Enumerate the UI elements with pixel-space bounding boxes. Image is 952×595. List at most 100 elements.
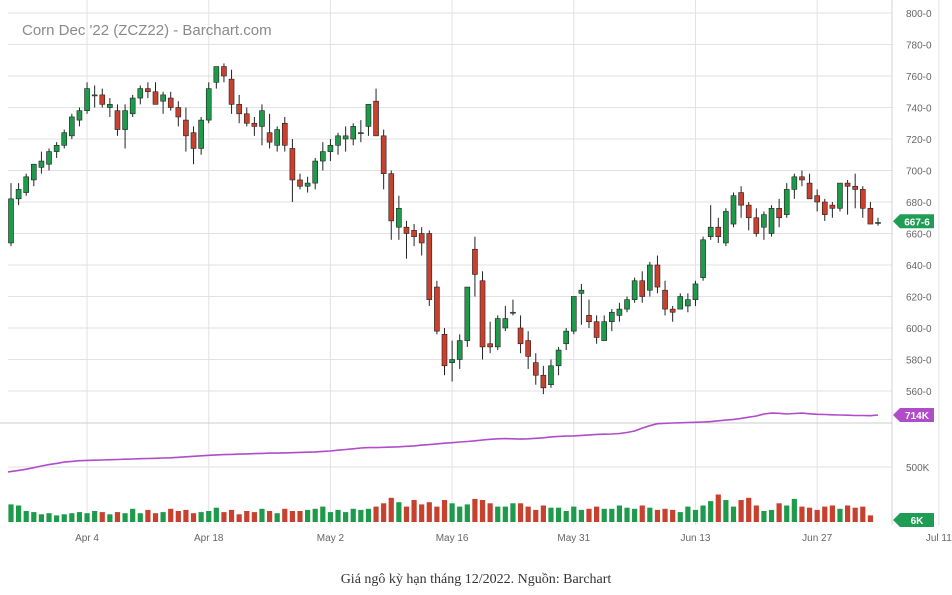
volume-bar bbox=[99, 512, 105, 522]
candle-body bbox=[540, 374, 547, 389]
date-tick-label: May 2 bbox=[317, 533, 345, 544]
volume-bar bbox=[822, 506, 828, 522]
candlestick-series bbox=[8, 63, 881, 395]
volume-bar bbox=[183, 509, 189, 522]
candle-body bbox=[487, 343, 493, 348]
volume-bar bbox=[297, 511, 303, 522]
volume-bar bbox=[441, 500, 448, 522]
candle-body bbox=[84, 88, 90, 111]
volume-bar bbox=[228, 509, 235, 522]
volume-bar bbox=[616, 505, 623, 522]
volume-bar bbox=[715, 494, 721, 522]
candle-body bbox=[563, 330, 569, 345]
candle-body bbox=[662, 289, 668, 310]
candle-body bbox=[31, 163, 37, 181]
candle-body bbox=[213, 66, 220, 83]
volume-bar bbox=[266, 511, 273, 522]
candle-body bbox=[243, 113, 250, 124]
candle-body bbox=[342, 135, 349, 140]
candle-body bbox=[745, 204, 752, 219]
average-volume-tag: 714K bbox=[893, 408, 934, 422]
volume-bar bbox=[799, 506, 805, 522]
volume-bar bbox=[236, 514, 242, 522]
volume-bar bbox=[844, 505, 851, 522]
date-tick-label: Apr 4 bbox=[75, 533, 99, 544]
price-tick-label: 560-0 bbox=[906, 387, 932, 398]
average-volume-tag-text: 714K bbox=[905, 411, 930, 422]
volume-bar bbox=[198, 512, 204, 522]
candle-body bbox=[175, 107, 182, 118]
volume-bar bbox=[289, 511, 295, 522]
volume-bar bbox=[122, 513, 128, 522]
volume-bar bbox=[829, 505, 835, 522]
candle-body bbox=[692, 283, 699, 300]
candle-body bbox=[867, 208, 874, 225]
volume-bar bbox=[495, 506, 501, 522]
volume-bar bbox=[327, 512, 334, 522]
candle-body bbox=[312, 160, 319, 184]
candle-body bbox=[380, 135, 387, 174]
volume-bar bbox=[761, 511, 767, 522]
candle-body bbox=[388, 173, 395, 222]
volume-bar bbox=[639, 505, 645, 522]
candle-body bbox=[707, 226, 714, 237]
candle-body bbox=[304, 182, 311, 187]
volume-bar bbox=[578, 509, 584, 522]
candle-body bbox=[548, 365, 554, 385]
price-tick-label: 740-0 bbox=[906, 104, 932, 115]
volume-bar bbox=[753, 505, 759, 522]
volume-bar bbox=[259, 508, 265, 522]
volume-bar bbox=[61, 514, 67, 522]
volume-bar bbox=[594, 506, 600, 522]
volume-bar bbox=[152, 513, 159, 522]
candle-body bbox=[821, 201, 828, 215]
candle-body bbox=[783, 189, 790, 215]
volume-bar bbox=[768, 509, 775, 522]
volume-bar bbox=[723, 500, 729, 522]
volume-bar bbox=[814, 509, 820, 522]
volume-axis: 500K bbox=[906, 463, 930, 474]
volume-bar bbox=[601, 508, 607, 522]
volume-bar bbox=[31, 512, 37, 522]
candle-body bbox=[327, 145, 334, 152]
volume-bar bbox=[419, 504, 425, 522]
volume-bar bbox=[555, 507, 562, 522]
volume-bar bbox=[206, 511, 212, 522]
price-tick-label: 720-0 bbox=[906, 135, 932, 146]
candle-body bbox=[464, 286, 471, 341]
figure-caption: Giá ngô kỳ hạn tháng 12/2022. Nguồn: Bar… bbox=[340, 572, 612, 587]
last-volume-tag: 6K bbox=[893, 513, 934, 527]
last-price-tag: 667-6 bbox=[893, 214, 934, 229]
volume-bar bbox=[54, 515, 60, 522]
candle-body bbox=[274, 129, 280, 146]
date-axis: Apr 4 Apr 18 May 2 May 16 May 31 Jun 13 Jun 27… bbox=[75, 533, 952, 544]
candle-body bbox=[358, 132, 364, 134]
date-tick-label: Jun 13 bbox=[680, 533, 710, 544]
volume-bar bbox=[160, 512, 166, 522]
candle-body bbox=[844, 182, 851, 187]
volume-bar bbox=[69, 513, 75, 522]
volume-bar bbox=[76, 512, 83, 522]
volume-bar bbox=[692, 509, 699, 522]
candle-body bbox=[350, 126, 357, 140]
volume-average-series bbox=[7, 412, 879, 473]
value-tags: 667-6 714K 6K bbox=[893, 214, 934, 527]
volume-bar bbox=[457, 506, 463, 522]
candle-body bbox=[502, 318, 509, 329]
candle-body bbox=[472, 248, 478, 275]
candle-body bbox=[609, 311, 615, 322]
volume-bar bbox=[700, 505, 706, 522]
candle-body bbox=[190, 132, 197, 149]
candle-body bbox=[8, 198, 14, 244]
candle-body bbox=[456, 340, 463, 360]
candle-body bbox=[761, 214, 767, 228]
volume-bar bbox=[130, 508, 136, 522]
price-tick-label: 660-0 bbox=[906, 230, 932, 241]
candle-body bbox=[532, 362, 539, 376]
candle-body bbox=[129, 97, 136, 115]
volume-bar bbox=[632, 508, 638, 522]
volume-bar bbox=[335, 509, 341, 522]
candle-body bbox=[373, 100, 379, 137]
volume-bar bbox=[670, 509, 676, 522]
candle-body bbox=[114, 110, 121, 130]
